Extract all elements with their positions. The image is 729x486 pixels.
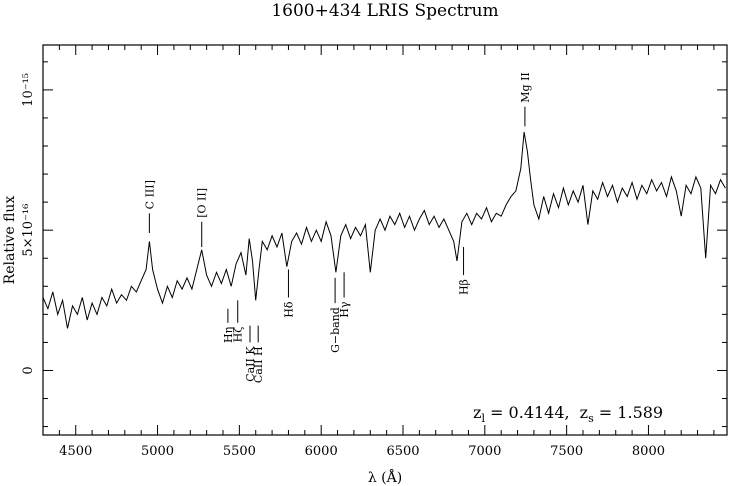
line-label-h-eta: Hη xyxy=(222,327,235,343)
line-label-ca-h: CaII H xyxy=(252,346,265,383)
line-label-ca-k: CaII K xyxy=(244,346,257,382)
line-label-mg2: Mg II xyxy=(519,72,532,103)
line-label-c3: C III] xyxy=(143,180,156,209)
y-tick-label: 0 xyxy=(21,366,36,374)
x-tick-label: 4500 xyxy=(59,444,92,459)
x-tick-label: 7000 xyxy=(468,444,501,459)
line-label-g-band: G−band xyxy=(329,307,342,353)
line-label-o2: [O II] xyxy=(196,188,209,218)
y-tick-label: 5×10⁻¹⁶ xyxy=(21,204,36,257)
x-tick-label: 8000 xyxy=(632,444,665,459)
spectrum-line xyxy=(42,131,726,329)
x-tick-label: 5000 xyxy=(141,444,174,459)
line-label-h-zeta: Hζ xyxy=(232,327,245,343)
y-tick-label: 10⁻¹⁵ xyxy=(21,73,36,107)
y-axis-label: Relative flux xyxy=(2,196,18,285)
axis-ticks xyxy=(42,45,727,435)
chart-title: 1600+434 LRIS Spectrum xyxy=(271,1,498,21)
line-label-h-delta: Hδ xyxy=(282,301,295,318)
x-tick-label: 7500 xyxy=(550,444,583,459)
redshift-annotation: zl = 0.4144, zs = 1.589 xyxy=(473,403,663,425)
plot-frame xyxy=(42,44,728,436)
line-label-h-beta: Hβ xyxy=(458,279,471,295)
x-tick-label: 5500 xyxy=(223,444,256,459)
line-label-h-gamma: Hγ xyxy=(338,301,351,318)
y-tick-labels: 0 5×10⁻¹⁶ 10⁻¹⁵ xyxy=(21,73,36,375)
x-axis-label: λ (Å) xyxy=(368,468,402,486)
x-tick-labels: 4500 5000 5500 6000 6500 7000 7500 8000 xyxy=(59,444,665,459)
x-tick-label: 6000 xyxy=(305,444,338,459)
x-tick-label: 6500 xyxy=(386,444,419,459)
